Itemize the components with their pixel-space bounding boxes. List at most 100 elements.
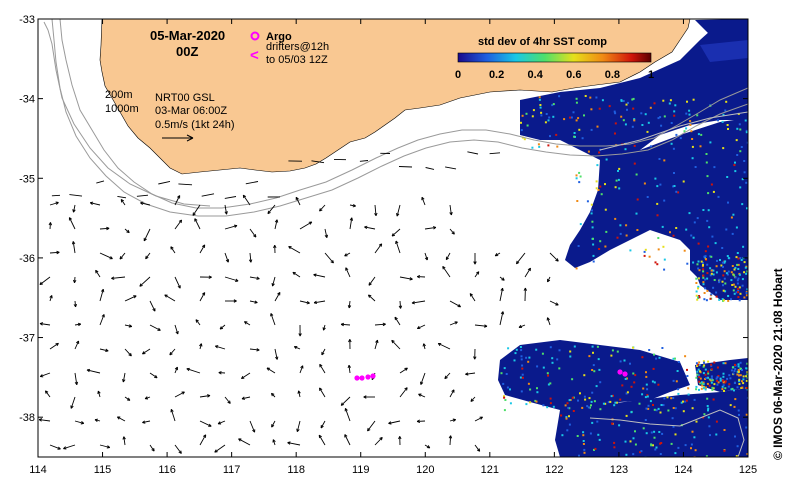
sst-pixel: [654, 102, 656, 104]
sst-pixel: [711, 387, 713, 389]
sst-pixel: [503, 397, 505, 399]
lon-tick-label: 118: [287, 464, 305, 476]
sst-pixel: [672, 417, 674, 419]
argo-marker-icon: [359, 375, 364, 380]
sst-pixel: [631, 99, 633, 101]
sst-pixel: [509, 388, 511, 390]
sst-pixel: [729, 377, 731, 379]
sst-pixel: [716, 421, 718, 423]
sst-pixel: [546, 406, 548, 408]
sst-pixel: [705, 258, 707, 260]
sst-pixel: [573, 410, 575, 412]
sst-pixel: [636, 229, 638, 231]
sst-pixel: [525, 403, 527, 405]
sst-pixel: [634, 145, 636, 147]
sst-pixel: [618, 179, 620, 181]
sst-pixel: [599, 439, 601, 441]
sst-pixel: [644, 183, 646, 185]
sst-pixel: [522, 377, 524, 379]
sst-pixel: [609, 401, 611, 403]
sst-pixel: [592, 352, 594, 354]
lon-tick-label: 123: [610, 464, 628, 476]
sst-pixel: [620, 233, 622, 235]
sst-pixel: [504, 367, 506, 369]
sst-pixel: [556, 358, 558, 360]
sst-pixel: [617, 237, 619, 239]
sst-pixel: [730, 298, 732, 300]
sst-pixel: [705, 255, 707, 257]
sst-pixel: [501, 372, 503, 374]
sst-pixel: [731, 284, 733, 286]
sst-pixel: [647, 396, 649, 398]
sst-pixel: [739, 257, 741, 259]
sst-pixel: [727, 128, 729, 130]
sst-pixel: [707, 373, 709, 375]
sst-pixel: [567, 407, 569, 409]
sst-pixel: [631, 386, 633, 388]
sst-pixel: [741, 203, 743, 205]
sst-pixel: [713, 383, 715, 385]
sst-pixel: [705, 369, 707, 371]
sst-pixel: [706, 162, 708, 164]
sst-pixel: [572, 397, 574, 399]
sst-pixel: [706, 264, 708, 266]
lon-tick-label: 116: [158, 464, 176, 476]
sst-pixel: [620, 360, 622, 362]
sst-pixel: [646, 408, 648, 410]
sst-pixel: [539, 96, 541, 98]
sst-pixel: [711, 273, 713, 275]
sst-pixel: [682, 401, 684, 403]
sst-pixel: [741, 259, 743, 261]
sst-pixel: [569, 399, 571, 401]
sst-pixel: [713, 191, 715, 193]
sst-pixel: [609, 105, 611, 107]
sst-pixel: [692, 157, 694, 159]
sst-pixel: [722, 281, 724, 283]
sst-pixel: [743, 375, 745, 377]
sst-pixel: [739, 123, 741, 125]
sst-pixel: [606, 159, 608, 161]
argo-marker-icon: [622, 371, 627, 376]
sst-pixel: [619, 224, 621, 226]
sst-pixel: [613, 404, 615, 406]
sst-pixel: [728, 383, 730, 385]
sst-pixel: [514, 359, 516, 361]
sst-pixel: [737, 296, 739, 298]
sst-pixel: [680, 137, 682, 139]
sst-pixel: [733, 289, 735, 291]
sst-pixel: [690, 235, 692, 237]
sst-pixel: [521, 129, 523, 131]
sst-pixel: [648, 405, 650, 407]
sst-pixel: [739, 186, 741, 188]
sst-pixel: [735, 277, 737, 279]
sst-pixel: [701, 261, 703, 263]
sst-pixel: [657, 237, 659, 239]
sst-pixel: [688, 110, 690, 112]
sst-pixel: [745, 375, 747, 377]
sst-pixel: [602, 99, 604, 101]
sst-pixel: [521, 355, 523, 357]
sst-pixel: [737, 291, 739, 293]
sst-pixel: [738, 375, 740, 377]
sst-pixel: [722, 147, 724, 149]
sst-pixel: [621, 384, 623, 386]
sst-pixel: [686, 263, 688, 265]
sst-pixel: [732, 265, 734, 267]
sst-pixel: [671, 122, 673, 124]
sst-pixel: [711, 375, 713, 377]
sst-pixel: [528, 383, 530, 385]
current-vector: [399, 167, 412, 168]
sst-pixel: [690, 130, 692, 132]
sst-pixel: [553, 103, 555, 105]
sst-pixel: [662, 226, 664, 228]
drifter-legend-line2: to 05/03 12Z: [266, 54, 328, 66]
sst-pixel: [699, 269, 701, 271]
sst-pixel: [695, 388, 697, 390]
colorbar-tick-label: 0.4: [528, 69, 544, 81]
sst-pixel: [659, 443, 661, 445]
sst-pixel: [658, 431, 660, 433]
sst-pixel: [620, 116, 622, 118]
sst-pixel: [725, 362, 727, 364]
sst-pixel: [697, 263, 699, 265]
